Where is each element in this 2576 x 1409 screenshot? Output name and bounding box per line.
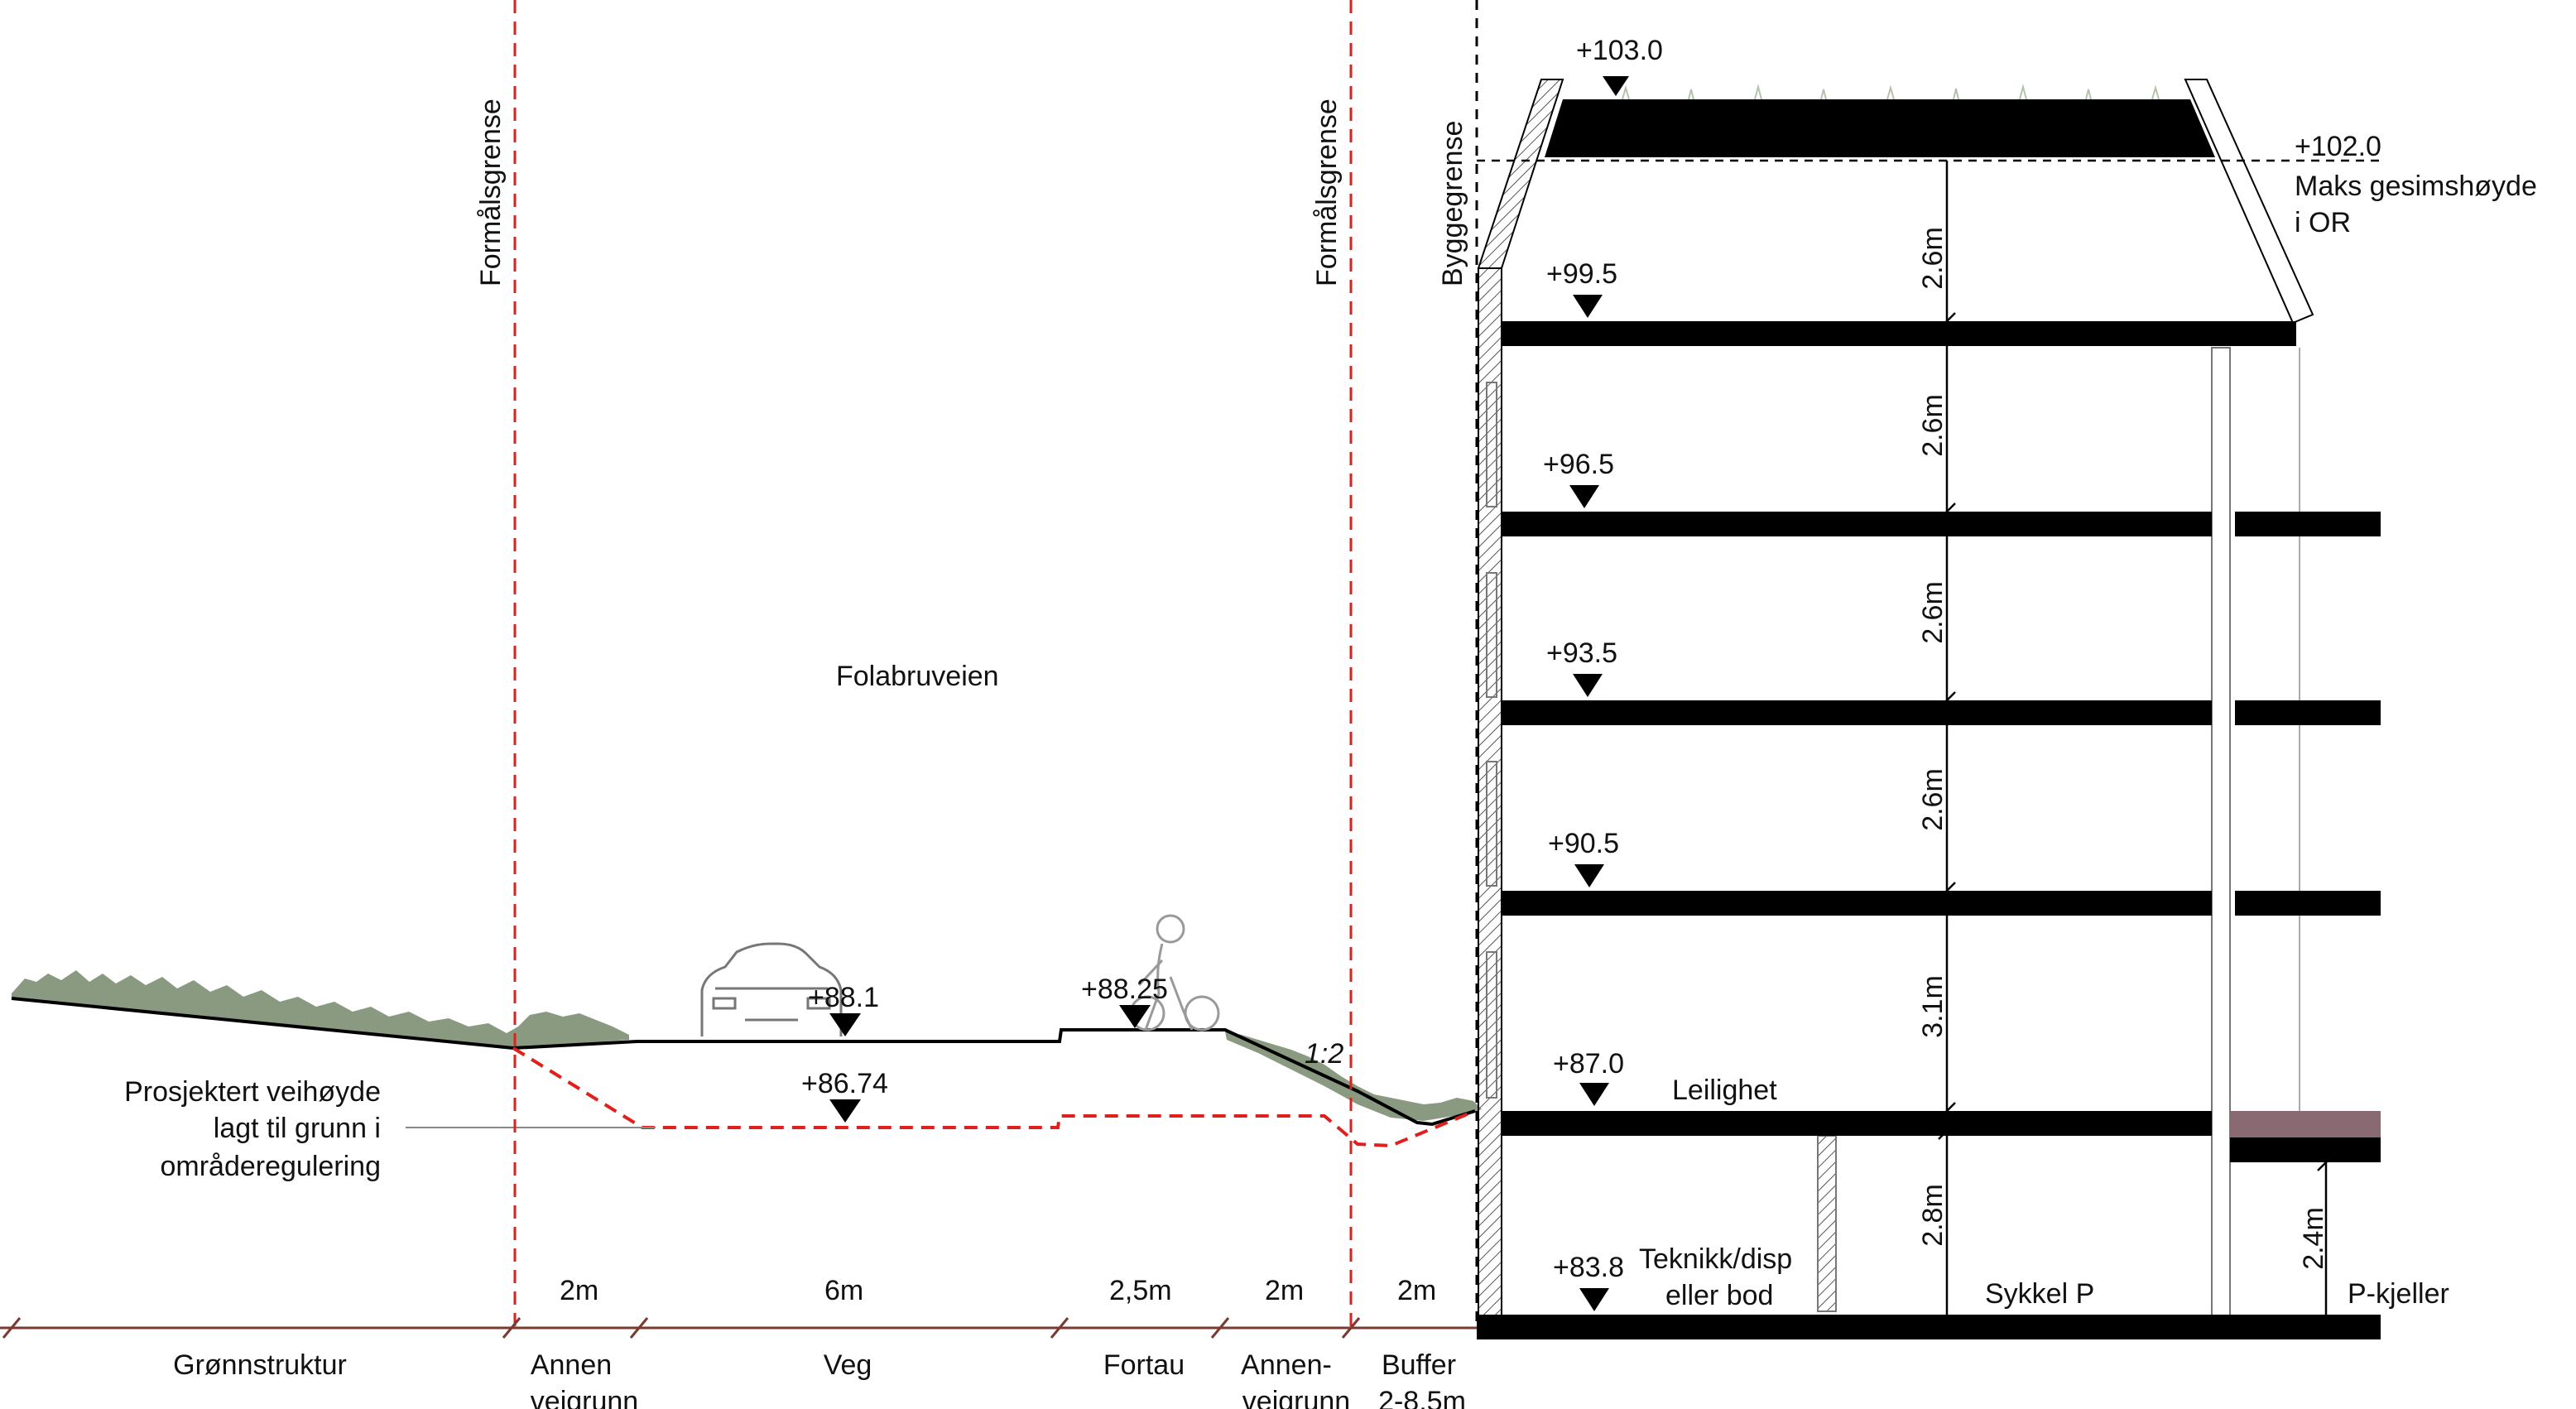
vegetation-right <box>1225 1032 1482 1121</box>
byggegrense-label: Byggegrense <box>1437 121 1468 286</box>
floor-height-3: 2.6m <box>1917 581 1949 644</box>
room-bike: Sykkel P <box>1985 1278 2094 1310</box>
zone-veg: Veg <box>824 1349 872 1381</box>
roof-greenery <box>1622 84 2160 100</box>
room-parking: P-kjeller <box>2348 1278 2449 1310</box>
zone-annen-veigrunn-line1: Annen <box>531 1349 612 1381</box>
building <box>1477 79 2384 1339</box>
level-90-5: +90.5 <box>1548 828 1619 859</box>
pkjeller-height: 2.4m <box>2298 1207 2329 1270</box>
zone-annen-veigrunn-2-line1: Annen- <box>1241 1349 1332 1381</box>
cyclist-icon <box>1129 914 1220 1032</box>
room-technical-line2: eller bod <box>1665 1280 1773 1311</box>
floor-height-6: 2.8m <box>1917 1184 1949 1247</box>
zone-annen-veigrunn-line2: veigrunn <box>531 1386 638 1409</box>
vegetation <box>12 84 2160 1121</box>
car-icon <box>700 942 843 1036</box>
street-name: Folabruveien <box>836 661 999 692</box>
max-height-level: +102.0 <box>2295 131 2381 162</box>
formaalsgrense-left-label: Formålsgrense <box>475 99 507 286</box>
projected-level: +86.74 <box>801 1068 888 1099</box>
roof-slab <box>1545 99 2215 157</box>
slab-93-5-ext <box>2235 700 2381 725</box>
zone-width-veg: 6m <box>824 1275 863 1306</box>
slope-ratio: 1:2 <box>1305 1038 1343 1070</box>
slab-83-8 <box>1477 1315 2381 1339</box>
slab-parking-roof-base <box>2230 1137 2381 1162</box>
projected-profile <box>512 1046 1476 1148</box>
slab-87-0 <box>1502 1111 2212 1136</box>
sidewalk-level: +88.25 <box>1081 974 1168 1005</box>
slab-93-5 <box>1502 700 2212 725</box>
window-left-3 <box>1486 761 1497 887</box>
floor-height-1: 2.6m <box>1917 227 1949 290</box>
slab-parking-roof <box>2230 1111 2381 1137</box>
level-103-0: +103.0 <box>1576 35 1663 66</box>
max-height-label-line2: i OR <box>2295 207 2351 238</box>
room-technical-line1: Teknikk/disp <box>1639 1243 1792 1275</box>
slab-96-5 <box>1502 512 2212 536</box>
zone-width-buffer: 2m <box>1397 1275 1436 1306</box>
slab-90-5 <box>1502 891 2212 916</box>
projected-note-line1: Prosjektert veihøyde <box>124 1076 381 1108</box>
zone-annen-veigrunn-2-line2: veigrunn <box>1242 1386 1350 1409</box>
zone-gronnstruktur: Grønnstruktur <box>173 1349 347 1381</box>
level-99-5: +99.5 <box>1546 258 1617 290</box>
slab-90-5-ext <box>2235 891 2381 916</box>
zone-width-fortau: 2,5m <box>1109 1275 1172 1306</box>
zone-ticks <box>2 1317 1361 1339</box>
formaalsgrense-right-label: Formålsgrense <box>1311 99 1343 286</box>
projected-note-line3: områderegulering <box>161 1151 382 1182</box>
facade-left <box>1478 267 1502 1320</box>
floor-height-4: 2.6m <box>1917 768 1949 831</box>
window-left-2 <box>1486 572 1497 698</box>
zone-width-annen-veigrunn: 2m <box>560 1275 598 1306</box>
level-markers <box>829 76 1629 1311</box>
projected-note-line2: lagt til grunn i <box>214 1113 381 1144</box>
zone-buffer-line1: Buffer <box>1382 1349 1456 1381</box>
window-left-1 <box>1486 382 1497 507</box>
floor-height-2: 2.6m <box>1917 394 1949 457</box>
zone-fortau: Fortau <box>1103 1349 1185 1381</box>
dimension-ticks <box>1938 312 2335 1171</box>
zone-buffer-line2: 2-8,5m <box>1378 1386 1466 1409</box>
window-left-4 <box>1486 951 1497 1099</box>
road-level: +88.1 <box>808 982 879 1013</box>
level-83-8: +83.8 <box>1553 1252 1624 1283</box>
basement-column <box>1817 1135 1837 1312</box>
floor-height-5: 3.1m <box>1917 975 1949 1038</box>
slab-96-5-ext <box>2235 512 2381 536</box>
max-height-label-line1: Maks gesimshøyde <box>2295 171 2537 202</box>
level-87-0: +87.0 <box>1553 1048 1624 1080</box>
slab-99-5 <box>1502 321 2296 346</box>
facade-right <box>2211 347 2231 1320</box>
level-93-5: +93.5 <box>1546 637 1617 669</box>
roof-slope-right <box>2184 79 2314 325</box>
room-apartment: Leilighet <box>1672 1075 1777 1106</box>
vegetation-left <box>12 970 629 1048</box>
level-96-5: +96.5 <box>1543 449 1614 480</box>
roof-slope-left <box>1477 79 1564 269</box>
zone-width-annen-veigrunn-2: 2m <box>1265 1275 1304 1306</box>
